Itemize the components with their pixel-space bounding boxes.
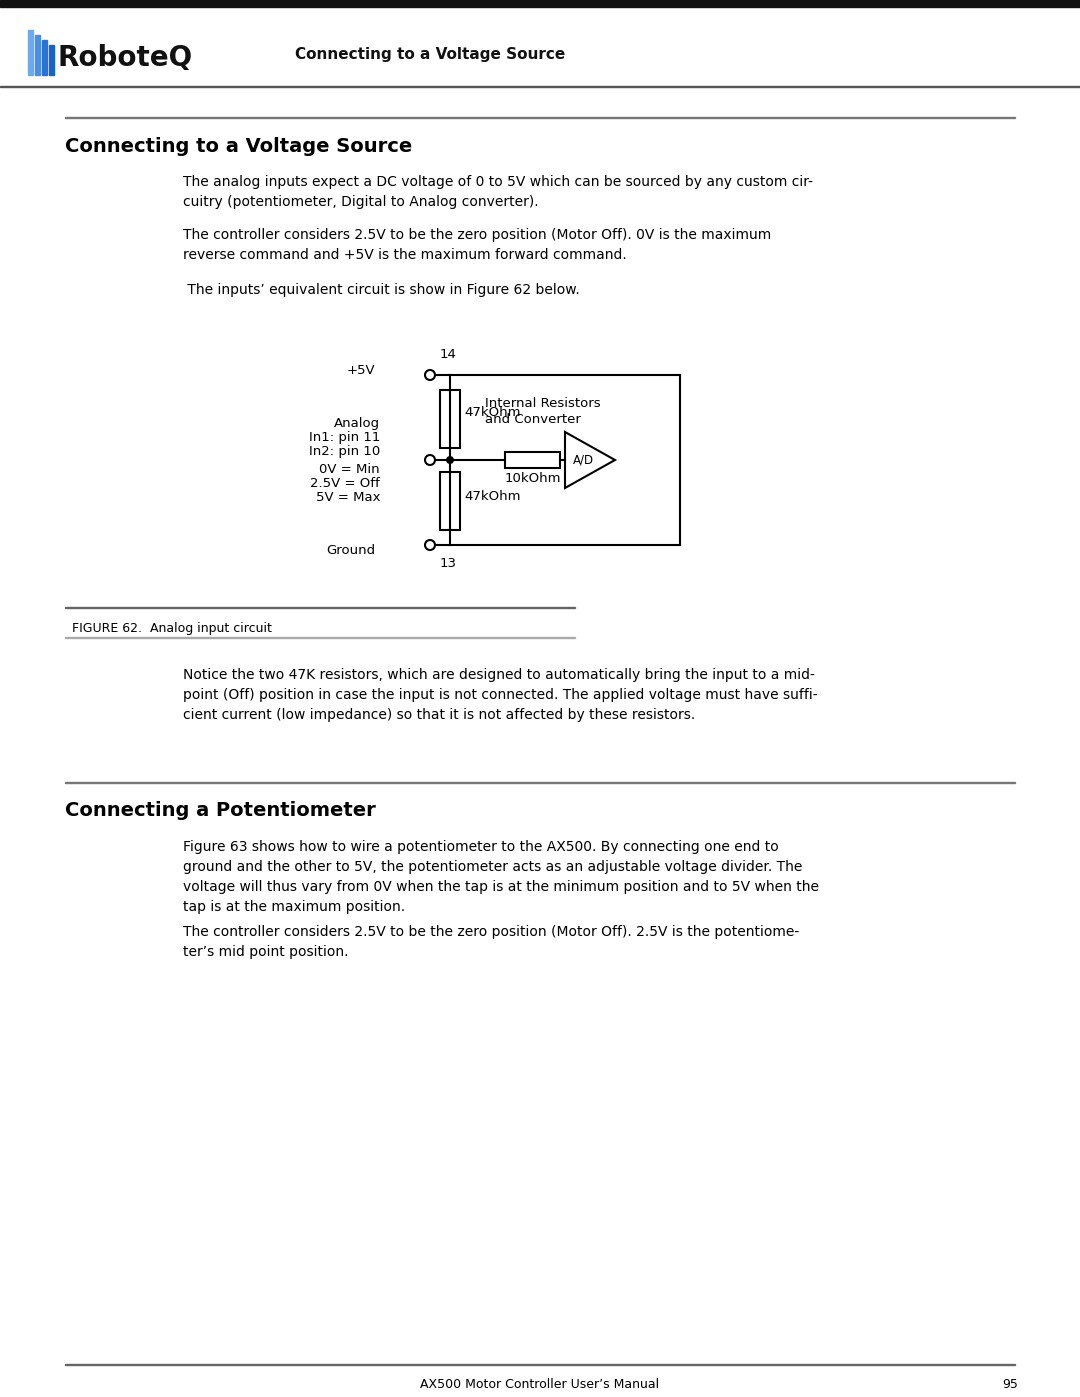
Text: The inputs’ equivalent circuit is show in Figure 62 below.: The inputs’ equivalent circuit is show i… xyxy=(183,284,580,298)
Bar xyxy=(35,35,40,75)
Text: Internal Resistors: Internal Resistors xyxy=(485,397,600,409)
Text: 2.5V = Off: 2.5V = Off xyxy=(310,476,380,490)
Text: +5V: +5V xyxy=(347,363,375,377)
Bar xyxy=(440,472,460,529)
Text: Analog: Analog xyxy=(334,416,380,430)
Text: 5V = Max: 5V = Max xyxy=(315,490,380,504)
Text: A/D: A/D xyxy=(572,454,594,467)
Text: 47kOhm: 47kOhm xyxy=(464,490,521,503)
Text: 13: 13 xyxy=(440,557,457,570)
Text: Ground: Ground xyxy=(326,543,375,556)
Text: 10kOhm: 10kOhm xyxy=(504,472,561,485)
Text: and Converter: and Converter xyxy=(485,414,581,426)
Text: The controller considers 2.5V to be the zero position (Motor Off). 2.5V is the p: The controller considers 2.5V to be the … xyxy=(183,925,799,960)
Bar xyxy=(49,45,54,75)
Text: Connecting a Potentiometer: Connecting a Potentiometer xyxy=(65,802,376,820)
Text: 47kOhm: 47kOhm xyxy=(464,405,521,419)
Text: 95: 95 xyxy=(1002,1377,1018,1390)
Bar xyxy=(440,390,460,448)
Text: In1: pin 11: In1: pin 11 xyxy=(309,432,380,444)
Circle shape xyxy=(426,370,435,380)
Text: FIGURE 62.  Analog input circuit: FIGURE 62. Analog input circuit xyxy=(72,622,272,636)
Bar xyxy=(42,41,48,75)
Text: Figure 63 shows how to wire a potentiometer to the AX500. By connecting one end : Figure 63 shows how to wire a potentiome… xyxy=(183,840,819,914)
Bar xyxy=(505,453,561,468)
Bar xyxy=(28,29,33,75)
Text: The analog inputs expect a DC voltage of 0 to 5V which can be sourced by any cus: The analog inputs expect a DC voltage of… xyxy=(183,175,813,210)
Text: AX500 Motor Controller User’s Manual: AX500 Motor Controller User’s Manual xyxy=(420,1377,660,1390)
Text: The controller considers 2.5V to be the zero position (Motor Off). 0V is the max: The controller considers 2.5V to be the … xyxy=(183,228,771,263)
Text: 14: 14 xyxy=(440,348,457,360)
Text: Connecting to a Voltage Source: Connecting to a Voltage Source xyxy=(65,137,413,155)
Circle shape xyxy=(426,541,435,550)
Text: 0V = Min: 0V = Min xyxy=(320,462,380,476)
Text: In2: pin 10: In2: pin 10 xyxy=(309,446,380,458)
Text: RoboteQ: RoboteQ xyxy=(58,43,193,73)
Circle shape xyxy=(446,455,454,464)
Circle shape xyxy=(426,455,435,465)
Text: Notice the two 47K resistors, which are designed to automatically bring the inpu: Notice the two 47K resistors, which are … xyxy=(183,668,818,722)
Text: Connecting to a Voltage Source: Connecting to a Voltage Source xyxy=(295,46,565,61)
Bar xyxy=(0,0,1080,7)
